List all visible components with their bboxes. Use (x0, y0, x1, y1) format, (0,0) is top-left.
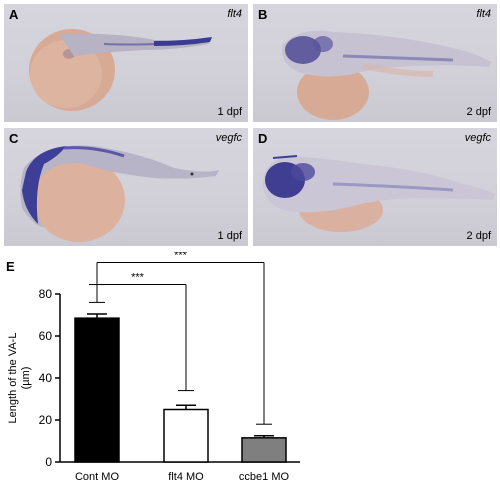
x-tick-label: Cont MO (75, 471, 119, 483)
gene-label-d: vegfc (464, 132, 491, 144)
significance-label: *** (174, 252, 188, 262)
x-tick-label: flt4 MO (168, 471, 204, 483)
panel-letter-b: B (258, 7, 268, 22)
bar (241, 437, 287, 463)
stage-label-a: 1 dpf (217, 106, 242, 118)
panel-e-chart: E Length of the VA-L (µm) 0 20 40 60 80 Cont … (0, 252, 500, 486)
bar-chart: E Length of the VA-L (µm) 0 20 40 60 80 Cont … (6, 252, 300, 483)
panel-letter-c: C (9, 131, 19, 146)
stage-label-b: 2 dpf (466, 106, 491, 118)
embryo-image-b (282, 30, 491, 120)
panel-letter-a: A (9, 7, 19, 22)
stage-label-d: 2 dpf (466, 230, 491, 242)
y-tick-label: 0 (45, 455, 52, 469)
bar (163, 408, 209, 463)
panel-c: C vegfc 1 dpf (4, 128, 248, 246)
panel-d: D vegfc 2 dpf (253, 128, 497, 246)
panel-a: A flt4 1 dpf (4, 4, 248, 122)
panel-letter-e: E (6, 259, 15, 274)
bar (74, 317, 120, 463)
y-axis-unit: (µm) (20, 367, 32, 390)
gene-label-b: flt4 (476, 8, 491, 20)
y-axis-label: Length of the VA-L (7, 333, 19, 424)
panel-letter-d: D (258, 131, 268, 146)
panel-b: B flt4 2 dpf (253, 4, 497, 122)
stage-label-c: 1 dpf (217, 230, 242, 242)
significance-label: *** (131, 272, 145, 284)
x-tick-label: ccbe1 MO (239, 471, 290, 483)
y-tick-label: 40 (39, 371, 53, 385)
gene-label-c: vegfc (215, 132, 242, 144)
y-tick-label: 80 (39, 287, 53, 301)
embryo-image-d (263, 155, 495, 232)
y-tick-label: 20 (39, 413, 53, 427)
embryo-image-c (20, 145, 220, 242)
y-tick-label: 60 (39, 329, 53, 343)
gene-label-a: flt4 (227, 8, 242, 20)
embryo-image-a (29, 29, 212, 111)
